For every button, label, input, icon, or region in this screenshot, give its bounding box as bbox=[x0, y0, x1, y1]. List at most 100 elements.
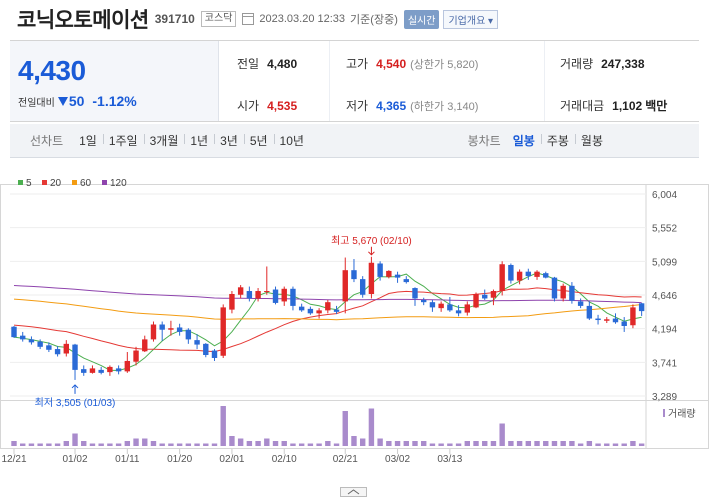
y-tick-label: 4,646 bbox=[652, 291, 677, 302]
stat-label: 고가 bbox=[346, 57, 369, 71]
stat-low: 저가 4,365 (하한가 3,140) bbox=[346, 97, 478, 114]
candle-body bbox=[46, 345, 52, 350]
stat-high: 고가 4,540 (상한가 5,820) bbox=[346, 55, 478, 72]
high-arrow-icon bbox=[368, 246, 375, 256]
candle-chart-label: 봉차트 bbox=[467, 134, 501, 148]
legend-label: 120 bbox=[110, 178, 127, 189]
candle-body bbox=[604, 319, 610, 321]
volume-bar bbox=[168, 443, 174, 446]
volume-bar bbox=[630, 441, 636, 446]
tab-5y[interactable]: 5년 bbox=[243, 132, 274, 149]
volume-bar bbox=[28, 443, 35, 446]
candle-body bbox=[551, 277, 558, 299]
stat-label: 거래량 bbox=[560, 57, 594, 71]
stat-label: 시가 bbox=[237, 99, 260, 113]
company-info-button[interactable]: 기업개요 ▾ bbox=[443, 9, 499, 29]
low-arrow-icon bbox=[71, 384, 79, 394]
volume-bar bbox=[525, 441, 532, 446]
current-price: 4,430 bbox=[18, 55, 86, 86]
candle-body bbox=[394, 274, 401, 278]
tab-monthly[interactable]: 월봉 bbox=[574, 132, 609, 149]
stock-code: 391710 bbox=[154, 12, 195, 26]
volume-bar bbox=[359, 438, 366, 446]
volume-bar bbox=[89, 443, 96, 446]
legend-label: 60 bbox=[80, 178, 92, 189]
volume-bar bbox=[124, 441, 131, 446]
market-badge: 코스닥 bbox=[200, 11, 237, 27]
volume-bar bbox=[255, 441, 261, 446]
candle-body bbox=[255, 291, 261, 299]
chart-period-tabs: 선차트 1일 1주일 3개월 1년 3년 5년 10년 봉차트 일봉 주봉 월봉 bbox=[10, 124, 699, 158]
price-change-percent: -1.12% bbox=[92, 93, 137, 109]
volume-bar bbox=[98, 443, 104, 446]
volume-bar bbox=[107, 443, 113, 446]
calendar-icon bbox=[242, 13, 255, 25]
tab-daily[interactable]: 일봉 bbox=[512, 134, 535, 148]
volume-bar bbox=[569, 441, 575, 446]
volume-bar bbox=[473, 441, 479, 446]
change-label: 전일대비 bbox=[18, 97, 55, 109]
tab-10y[interactable]: 10년 bbox=[273, 132, 310, 149]
candle-body bbox=[211, 350, 218, 358]
volume-bar bbox=[54, 443, 61, 446]
candle-body bbox=[586, 305, 593, 319]
candle-body bbox=[543, 273, 549, 278]
candle-body bbox=[342, 270, 348, 302]
volume-bar bbox=[115, 443, 122, 446]
volume-bar bbox=[586, 441, 593, 446]
volume-bar bbox=[290, 443, 296, 446]
volume-bar bbox=[220, 406, 226, 446]
candle-body bbox=[429, 302, 436, 308]
stat-prev: 전일 4,480 bbox=[237, 55, 297, 72]
tab-3m[interactable]: 3개월 bbox=[143, 132, 185, 149]
legend-swatch bbox=[72, 180, 77, 185]
y-tick-label: 3,289 bbox=[652, 392, 677, 403]
tab-weekly[interactable]: 주봉 bbox=[540, 132, 575, 149]
candle-body bbox=[351, 270, 357, 280]
candle-body bbox=[142, 339, 148, 352]
price-summary: 4,430 전일대비 50 -1.12% 전일 4,480 고가 4,540 (… bbox=[10, 40, 699, 122]
candle-body bbox=[386, 270, 392, 277]
volume-bar bbox=[368, 408, 375, 446]
candle-body bbox=[577, 301, 584, 306]
candle-body bbox=[20, 335, 26, 340]
candle-body bbox=[28, 339, 35, 343]
candle-body bbox=[403, 279, 409, 283]
volume-bar bbox=[464, 441, 470, 446]
candle-body bbox=[272, 289, 279, 303]
volume-bar bbox=[377, 438, 383, 446]
candle-body bbox=[307, 308, 314, 314]
volume-bar bbox=[508, 441, 514, 446]
realtime-badge[interactable]: 실시간 bbox=[403, 9, 440, 29]
volume-bar bbox=[194, 443, 200, 446]
stat-amount: 거래대금 1,102 백만 bbox=[560, 97, 667, 114]
candle-body bbox=[638, 303, 645, 312]
candle-body bbox=[220, 307, 226, 356]
candle-body bbox=[203, 343, 209, 356]
price-chart[interactable]: 5 20 60 120 6,004 5,552 5,099 4,646 4,194 3,741 3,… bbox=[0, 170, 709, 498]
candle-body bbox=[150, 324, 157, 340]
stat-value: 4,535 bbox=[267, 99, 298, 113]
candle-body bbox=[264, 291, 270, 293]
volume-bar bbox=[37, 443, 43, 446]
y-tick-label: 4,194 bbox=[652, 325, 677, 336]
candle-body bbox=[133, 350, 139, 362]
candle-body bbox=[89, 368, 96, 373]
tab-3y[interactable]: 3년 bbox=[214, 132, 244, 149]
volume-bar bbox=[211, 443, 218, 446]
volume-bar bbox=[482, 441, 488, 446]
stat-value: 4,365 bbox=[376, 99, 407, 113]
tab-1w[interactable]: 1주일 bbox=[102, 132, 144, 149]
volume-label: 거래량 bbox=[668, 408, 696, 420]
quote-basis: 기준(장중) bbox=[350, 14, 398, 26]
candle-body bbox=[421, 299, 427, 303]
stat-value: 4,480 bbox=[267, 57, 298, 71]
candle-body bbox=[377, 263, 383, 277]
volume-bar bbox=[281, 441, 287, 446]
candlestick-chart[interactable]: 5 20 60 120 6,004 5,552 5,099 4,646 4,194 3,741 3,… bbox=[0, 170, 709, 498]
tab-1y[interactable]: 1년 bbox=[184, 132, 214, 149]
candle-body bbox=[482, 294, 488, 299]
volume-bar bbox=[621, 443, 627, 446]
tab-1d[interactable]: 1일 bbox=[79, 134, 97, 148]
x-tick-label: 01/11 bbox=[115, 454, 140, 465]
